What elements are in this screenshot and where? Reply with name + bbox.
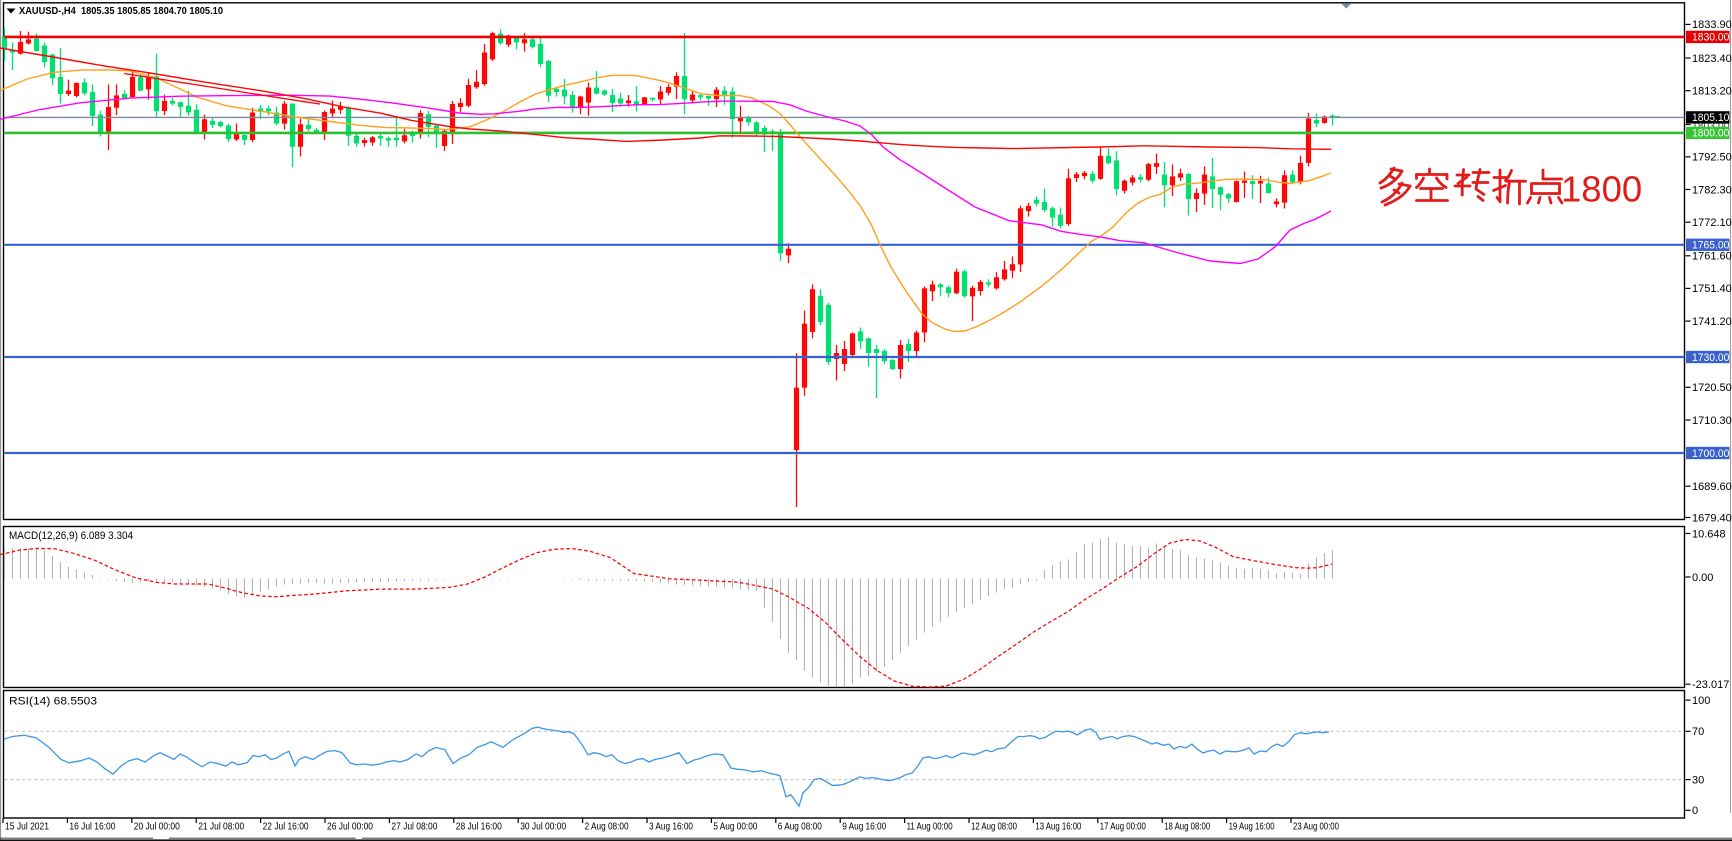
svg-text:17 Aug 00:00: 17 Aug 00:00	[1100, 821, 1146, 833]
svg-text:21 Jul 08:00: 21 Jul 08:00	[198, 821, 244, 833]
svg-text:1782.30: 1782.30	[1692, 184, 1732, 196]
svg-text:1830.00: 1830.00	[1692, 32, 1729, 44]
svg-text:1720.50: 1720.50	[1692, 382, 1732, 394]
svg-text:1679.40: 1679.40	[1692, 512, 1732, 524]
svg-text:12 Aug 08:00: 12 Aug 08:00	[971, 821, 1017, 833]
svg-text:5 Aug 00:00: 5 Aug 00:00	[713, 821, 757, 833]
svg-text:1813.20: 1813.20	[1692, 86, 1732, 98]
svg-text:100: 100	[1692, 695, 1710, 707]
svg-text:0: 0	[1692, 805, 1698, 817]
svg-text:1823.40: 1823.40	[1692, 53, 1732, 65]
svg-text:1761.60: 1761.60	[1692, 251, 1732, 263]
svg-text:28 Jul 16:00: 28 Jul 16:00	[456, 821, 502, 833]
svg-text:0.00: 0.00	[1692, 572, 1713, 584]
svg-text:6 Aug 08:00: 6 Aug 08:00	[778, 821, 822, 833]
svg-text:15 Jul 2021: 15 Jul 2021	[5, 821, 49, 833]
svg-text:MACD(12,26,9) 6.089 3.304: MACD(12,26,9) 6.089 3.304	[9, 530, 133, 542]
svg-text:1765.00: 1765.00	[1692, 240, 1729, 252]
svg-text:1730.00: 1730.00	[1692, 352, 1729, 364]
svg-text:3 Aug 16:00: 3 Aug 16:00	[649, 821, 693, 833]
svg-text:1805.10: 1805.10	[1692, 112, 1729, 124]
svg-text:11 Aug 00:00: 11 Aug 00:00	[907, 821, 953, 833]
svg-text:9 Aug 16:00: 9 Aug 16:00	[842, 821, 886, 833]
svg-text:70: 70	[1692, 726, 1704, 738]
svg-text:19 Aug 16:00: 19 Aug 16:00	[1229, 821, 1275, 833]
svg-text:13 Aug 16:00: 13 Aug 16:00	[1035, 821, 1081, 833]
svg-text:1710.30: 1710.30	[1692, 415, 1732, 427]
svg-text:2 Aug 08:00: 2 Aug 08:00	[585, 821, 629, 833]
svg-text:1833.90: 1833.90	[1692, 19, 1732, 31]
svg-text:27 Jul 08:00: 27 Jul 08:00	[391, 821, 437, 833]
svg-text:-23.017: -23.017	[1692, 679, 1729, 691]
svg-text:1792.50: 1792.50	[1692, 152, 1732, 164]
svg-text:1741.20: 1741.20	[1692, 316, 1732, 328]
svg-text:26 Jul 00:00: 26 Jul 00:00	[327, 821, 373, 833]
svg-text:10.648: 10.648	[1692, 528, 1726, 540]
svg-text:18 Aug 08:00: 18 Aug 08:00	[1164, 821, 1210, 833]
svg-text:20 Jul 00:00: 20 Jul 00:00	[134, 821, 180, 833]
svg-text:30: 30	[1692, 774, 1704, 786]
svg-text:1800: 1800	[1561, 169, 1642, 210]
svg-text:1772.10: 1772.10	[1692, 217, 1732, 229]
svg-text:1689.60: 1689.60	[1692, 481, 1732, 493]
svg-text:1751.40: 1751.40	[1692, 283, 1732, 295]
svg-text:1800.00: 1800.00	[1692, 128, 1729, 140]
svg-text:23 Aug 00:00: 23 Aug 00:00	[1293, 821, 1339, 833]
svg-text:22 Jul 16:00: 22 Jul 16:00	[263, 821, 309, 833]
svg-text:1700.00: 1700.00	[1692, 448, 1729, 460]
svg-text:30 Jul 00:00: 30 Jul 00:00	[520, 821, 566, 833]
svg-text:16 Jul 16:00: 16 Jul 16:00	[69, 821, 115, 833]
svg-text:XAUUSD-,H4 1805.35 1805.85 18: XAUUSD-,H4 1805.35 1805.85 1804.70 1805.…	[19, 6, 223, 17]
svg-text:RSI(14) 68.5503: RSI(14) 68.5503	[9, 696, 97, 708]
